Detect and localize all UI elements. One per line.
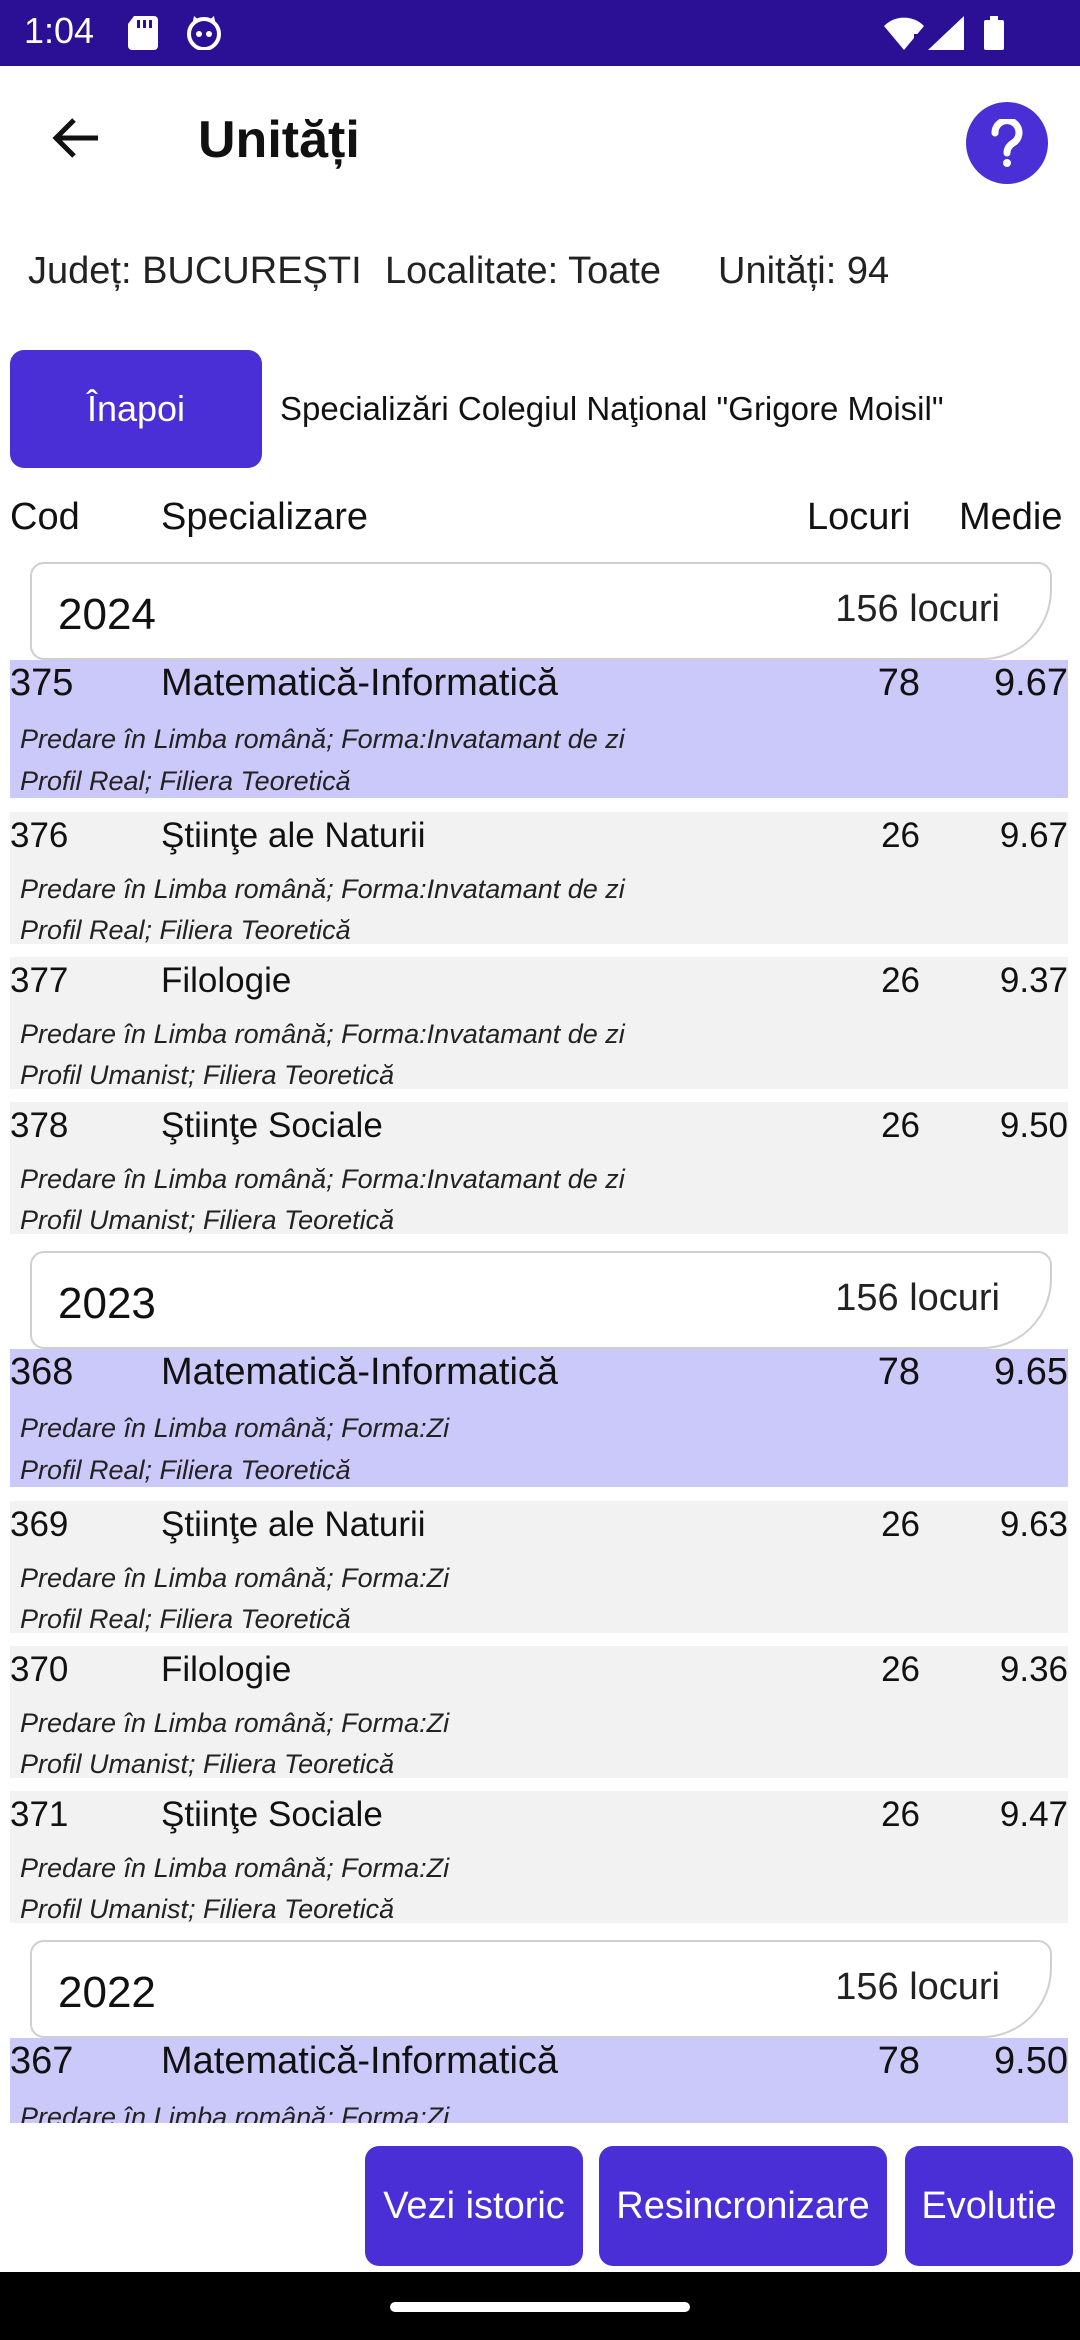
home-gesture-handle[interactable] <box>390 2302 690 2312</box>
row-medie: 9.47 <box>999 1795 1068 1834</box>
table-row[interactable]: 371 Ştiinţe Sociale 26 9.47 Predare în L… <box>10 1791 1068 1923</box>
row-detail-profil: Profil Umanist; Filiera Teoretică <box>20 1749 395 1778</box>
row-detail-profil: Profil Real; Filiera Teoretică <box>20 915 351 944</box>
row-detail-limba: Predare în Limba română; Forma:Zi <box>20 1413 450 1443</box>
inapoi-button[interactable]: Înapoi <box>10 350 262 468</box>
row-locuri: 26 <box>881 1795 920 1834</box>
help-button[interactable] <box>966 102 1048 184</box>
row-specializare: Ştiinţe ale Naturii <box>161 816 426 855</box>
row-cod: 367 <box>10 2040 74 2082</box>
year-seats: 156 locuri <box>835 1966 1000 2008</box>
row-medie: 9.50 <box>994 2040 1068 2082</box>
school-title: Specializări Colegiul Naţional "Grigore … <box>280 390 944 427</box>
year-header[interactable]: 2023 156 locuri <box>30 1251 1052 1349</box>
row-cod: 375 <box>10 662 74 704</box>
row-detail-limba: Predare în Limba română; Forma:Invataman… <box>20 724 625 754</box>
row-locuri: 78 <box>877 662 920 704</box>
localitate-label: Localitate: Toate <box>385 250 662 292</box>
table-row[interactable]: 378 Ştiinţe Sociale 26 9.50 Predare în L… <box>10 1102 1068 1234</box>
table-row[interactable]: 368 Matematică-Informatică 78 9.65 Preda… <box>10 1349 1068 1487</box>
table-row[interactable]: 370 Filologie 26 9.36 Predare în Limba r… <box>10 1646 1068 1778</box>
resincronizare-button[interactable]: Resincronizare <box>599 2146 887 2266</box>
column-header-medie: Medie <box>959 496 1063 538</box>
question-mark-icon <box>991 119 1023 167</box>
row-specializare: Ştiinţe Sociale <box>161 1106 383 1145</box>
row-detail-profil: Profil Real; Filiera Teoretică <box>20 1455 351 1485</box>
row-specializare: Ştiinţe ale Naturii <box>161 1505 426 1544</box>
year-label: 2022 <box>58 1968 156 2017</box>
row-medie: 9.37 <box>999 961 1068 1000</box>
row-detail-limba: Predare în Limba română; Forma:Zi <box>20 1853 450 1883</box>
vezi-istoric-button[interactable]: Vezi istoric <box>365 2146 583 2266</box>
table-row[interactable]: 367 Matematică-Informatică 78 9.50 Preda… <box>10 2038 1068 2123</box>
back-arrow-button[interactable] <box>40 108 110 168</box>
row-specializare: Matematică-Informatică <box>161 1351 559 1393</box>
cat-notification-icon <box>186 16 222 55</box>
row-specializare: Filologie <box>161 961 292 1000</box>
row-specializare: Matematică-Informatică <box>161 662 559 704</box>
signal-icon <box>928 16 964 55</box>
page-title: Unități <box>198 111 360 169</box>
status-bar: 1:04 <box>0 0 1080 66</box>
row-specializare: Matematică-Informatică <box>161 2040 559 2082</box>
row-locuri: 26 <box>881 961 920 1000</box>
wifi-icon <box>884 16 924 55</box>
row-locuri: 26 <box>881 1650 920 1689</box>
column-header-specializare: Specializare <box>161 496 368 538</box>
evolutie-button[interactable]: Evolutie <box>905 2146 1073 2266</box>
row-specializare: Filologie <box>161 1650 292 1689</box>
system-nav-bar <box>0 2272 1080 2340</box>
column-header-cod: Cod <box>10 496 80 538</box>
row-cod: 368 <box>10 1351 74 1393</box>
row-locuri: 26 <box>881 1106 920 1145</box>
year-header[interactable]: 2024 156 locuri <box>30 562 1052 660</box>
row-locuri: 78 <box>877 2040 920 2082</box>
year-seats: 156 locuri <box>835 588 1000 630</box>
row-specializare: Ştiinţe Sociale <box>161 1795 383 1834</box>
arrow-left-icon <box>52 118 98 158</box>
table-row[interactable]: 377 Filologie 26 9.37 Predare în Limba r… <box>10 957 1068 1089</box>
row-medie: 9.65 <box>994 1351 1068 1393</box>
row-detail-profil: Profil Real; Filiera Teoretică <box>20 1604 351 1633</box>
row-medie: 9.36 <box>999 1650 1068 1689</box>
year-label: 2024 <box>58 590 156 639</box>
row-locuri: 26 <box>881 1505 920 1544</box>
year-label: 2023 <box>58 1279 156 1328</box>
row-detail-profil: Profil Umanist; Filiera Teoretică <box>20 1894 395 1923</box>
row-cod: 370 <box>10 1650 69 1689</box>
table-row[interactable]: 376 Ştiinţe ale Naturii 26 9.67 Predare … <box>10 812 1068 944</box>
sd-card-icon <box>128 16 158 55</box>
status-time: 1:04 <box>24 10 95 51</box>
row-detail-profil: Profil Umanist; Filiera Teoretică <box>20 1060 395 1089</box>
specializari-list[interactable]: 2024 156 locuri 375 Matematică-Informati… <box>0 560 1080 2123</box>
column-header-locuri: Locuri <box>807 496 911 538</box>
row-medie: 9.67 <box>999 816 1068 855</box>
row-locuri: 26 <box>881 816 920 855</box>
table-row[interactable]: 375 Matematică-Informatică 78 9.67 Preda… <box>10 660 1068 798</box>
row-detail-limba: Predare în Limba română; Forma:Zi <box>20 1708 450 1738</box>
year-seats: 156 locuri <box>835 1277 1000 1319</box>
row-locuri: 78 <box>877 1351 920 1393</box>
row-detail-limba: Predare în Limba română; Forma:Invataman… <box>20 1019 625 1049</box>
row-medie: 9.63 <box>999 1505 1068 1544</box>
row-medie: 9.50 <box>999 1106 1068 1145</box>
row-medie: 9.67 <box>994 662 1068 704</box>
app-bar: Unități <box>0 66 1080 226</box>
row-cod: 376 <box>10 816 69 855</box>
table-row[interactable]: 369 Ştiinţe ale Naturii 26 9.63 Predare … <box>10 1501 1068 1633</box>
battery-icon <box>984 16 1004 55</box>
row-detail-profil: Profil Real; Filiera Teoretică <box>20 766 351 796</box>
row-cod: 369 <box>10 1505 69 1544</box>
row-detail-limba: Predare în Limba română; Forma:Zi <box>20 1563 450 1593</box>
row-cod: 371 <box>10 1795 69 1834</box>
unitati-label: Unități: 94 <box>718 250 890 292</box>
judet-label: Județ: BUCUREȘTI <box>28 250 362 292</box>
row-detail-profil: Profil Umanist; Filiera Teoretică <box>20 1205 395 1234</box>
row-cod: 377 <box>10 961 69 1000</box>
row-detail-limba: Predare în Limba română; Forma:Invataman… <box>20 1164 625 1194</box>
row-detail-limba: Predare în Limba română; Forma:Invataman… <box>20 874 625 904</box>
row-detail-limba: Predare în Limba română; Forma:Zi <box>20 2102 450 2123</box>
year-header[interactable]: 2022 156 locuri <box>30 1940 1052 2038</box>
row-cod: 378 <box>10 1106 69 1145</box>
